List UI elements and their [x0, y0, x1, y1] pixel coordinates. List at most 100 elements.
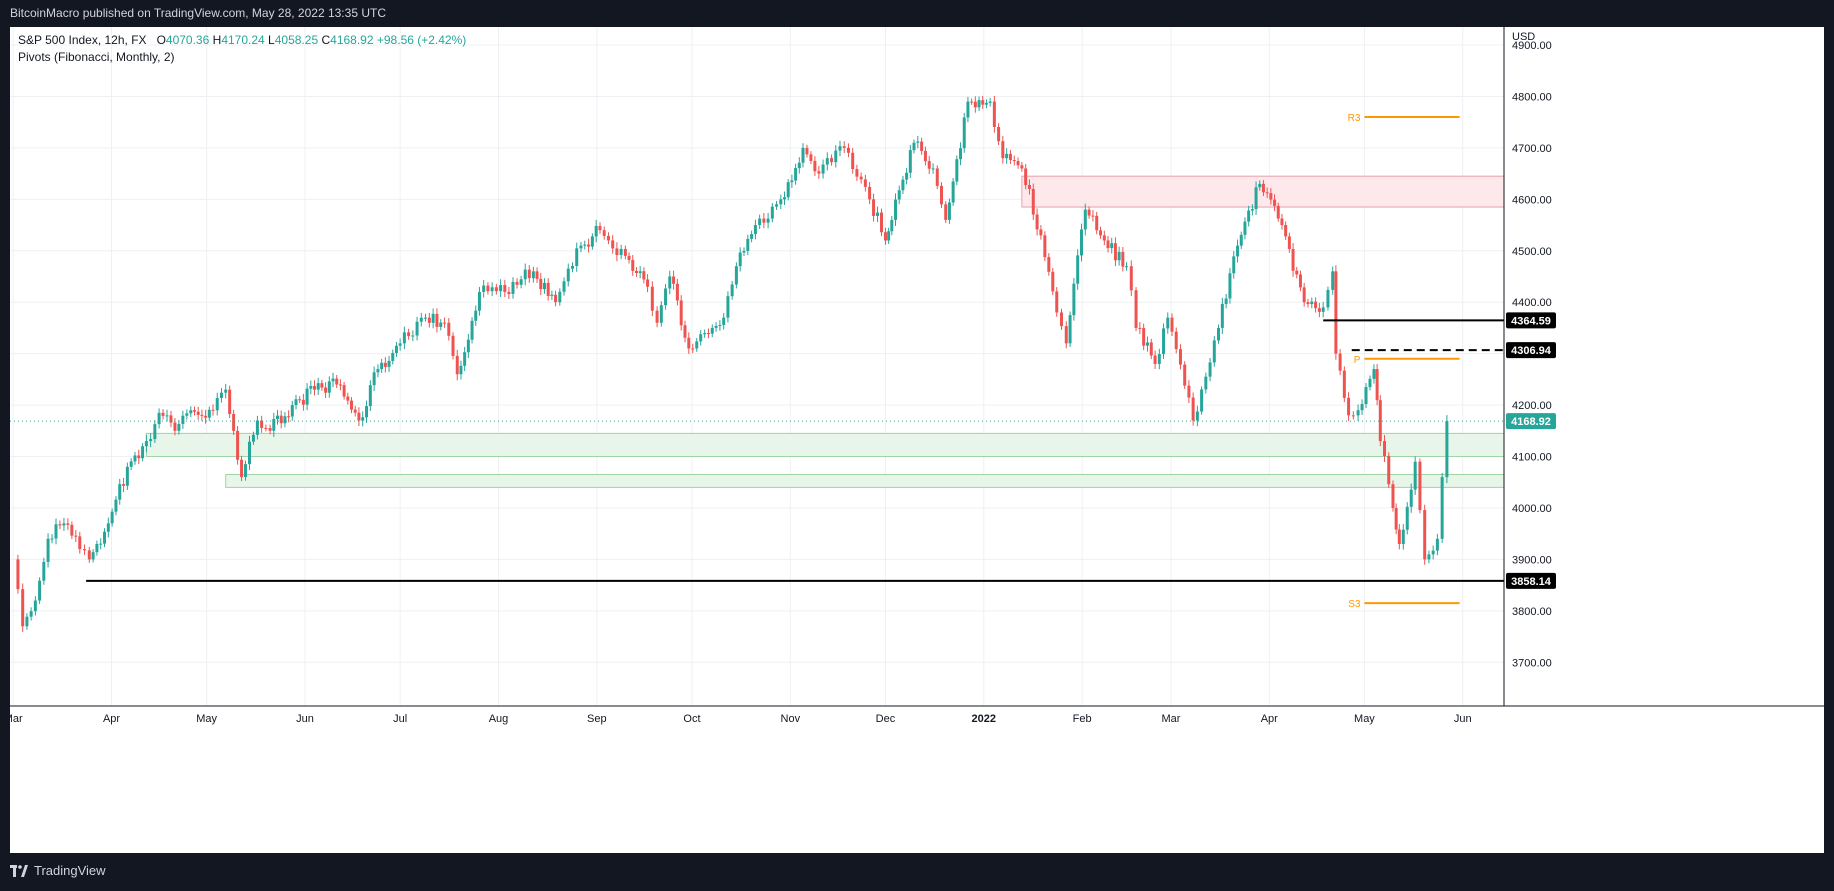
candle-body: [1183, 364, 1187, 386]
candle-body: [66, 523, 70, 525]
candle-body: [931, 168, 935, 170]
x-tick-label: Aug: [489, 713, 509, 725]
candle-body: [1310, 301, 1314, 305]
candle-body: [834, 150, 838, 163]
y-tick-label: 4100.00: [1512, 452, 1552, 464]
candle-body: [29, 611, 33, 617]
candle-body: [1043, 235, 1047, 258]
candle-body: [868, 186, 872, 200]
candle-body: [851, 152, 855, 170]
symbol-name: S&P 500 Index, 12h, FX: [18, 33, 147, 47]
candle-body: [1076, 255, 1080, 284]
candle-body: [268, 428, 272, 431]
candle-body: [1383, 441, 1387, 456]
candle-body: [264, 427, 268, 429]
candle-body: [236, 430, 240, 460]
candle-body: [1102, 235, 1106, 241]
candle-body: [309, 386, 313, 389]
candle-body: [1239, 234, 1243, 246]
candle-body: [169, 415, 173, 423]
candle-body: [1064, 326, 1068, 344]
candle-body: [74, 535, 78, 537]
support-zone: [145, 432, 1505, 458]
candle-body: [668, 276, 672, 289]
candle-body: [1236, 245, 1240, 257]
candle-body: [165, 415, 169, 417]
candle-body: [46, 538, 50, 562]
candle-body: [149, 439, 153, 442]
candle-body: [786, 182, 790, 198]
candle-body: [463, 352, 467, 366]
candle-body: [718, 325, 722, 327]
candle-body: [244, 464, 248, 478]
candle-body: [415, 321, 419, 336]
candle-body: [650, 286, 654, 311]
candle-body: [984, 102, 988, 105]
candle-body: [706, 333, 710, 335]
candle-body: [1228, 273, 1232, 299]
candle-body: [523, 269, 527, 280]
candle-body: [664, 288, 668, 306]
candle-body: [38, 580, 42, 601]
chart-legend: S&P 500 Index, 12h, FX O4070.36 H4170.24…: [18, 32, 466, 66]
candle-body: [1298, 274, 1302, 288]
price-label: 4364.59: [1511, 315, 1551, 327]
pivot-lines: R3 P S3: [1348, 113, 1460, 610]
candle-body: [1397, 529, 1401, 544]
candle-body: [550, 294, 554, 296]
candle-body: [141, 446, 145, 459]
footer-bar: TradingView: [0, 853, 1834, 889]
candle-body: [219, 392, 223, 398]
candle-body: [431, 313, 435, 323]
candle-body: [1027, 185, 1031, 189]
candle-body: [1372, 369, 1376, 379]
candle-body: [1394, 507, 1398, 530]
candle-body: [1232, 256, 1236, 274]
low-value: 4058.25: [274, 33, 319, 47]
candle-body: [927, 161, 931, 169]
candle-body: [602, 230, 606, 236]
candle-body: [1405, 506, 1409, 530]
candle-body: [1129, 266, 1133, 291]
candle-body: [240, 459, 244, 478]
candle-body: [1068, 315, 1072, 344]
y-tick-label: 4700.00: [1512, 143, 1552, 155]
candle-body: [672, 276, 676, 284]
candle-body: [1360, 404, 1364, 411]
y-tick-label: 3700.00: [1512, 657, 1552, 669]
high-value: 4170.24: [221, 33, 265, 47]
indicator-name[interactable]: Pivots (Fibonacci, Monthly, 2): [18, 50, 175, 64]
candle-body: [1001, 141, 1005, 159]
candle-body: [1331, 271, 1335, 290]
candle-body: [846, 147, 850, 153]
candle-body: [474, 310, 478, 321]
candle-body: [118, 484, 122, 500]
candle-body: [1083, 209, 1087, 230]
candle-body: [477, 291, 481, 311]
candle-body: [1117, 251, 1121, 261]
candle-body: [1035, 214, 1039, 230]
candle-body: [590, 236, 594, 247]
candle-body: [1326, 289, 1330, 308]
candle-body: [1039, 229, 1043, 236]
candle-body: [519, 279, 523, 285]
candle-body: [357, 412, 361, 421]
candle-body: [1195, 411, 1199, 421]
candle-body: [260, 420, 264, 428]
candle-body: [1317, 308, 1321, 312]
candle-body: [1254, 187, 1258, 210]
indicator-row[interactable]: Pivots (Fibonacci, Monthly, 2): [18, 49, 466, 66]
candle-body: [335, 378, 339, 385]
candle-body: [33, 600, 37, 612]
candle-body: [1113, 243, 1117, 261]
pivot-label-s3: S3: [1348, 599, 1361, 610]
tradingview-logo[interactable]: TradingView: [0, 853, 106, 889]
candle-body: [562, 281, 566, 292]
candle-body: [42, 561, 46, 581]
candle-body: [58, 524, 62, 526]
grid: [10, 27, 1504, 706]
candle-body: [173, 422, 177, 431]
candle-body: [699, 334, 703, 342]
candle-body: [1079, 229, 1083, 256]
